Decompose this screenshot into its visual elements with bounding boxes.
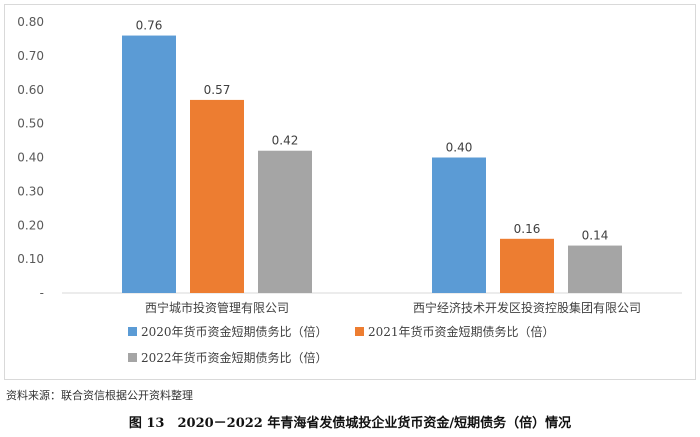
legend-label: 2022年货币资金短期债务比（倍） [141,350,328,365]
y-tick-label: 0.80 [17,15,44,29]
bar [568,245,622,293]
bar [258,150,312,293]
legend-swatch [128,353,137,362]
legend-label: 2020年货币资金短期债务比（倍） [141,324,328,339]
bar [122,35,176,294]
y-tick-label: 0.40 [17,151,44,165]
legend-swatch [355,327,364,336]
data-label: 0.57 [204,83,231,97]
bar [432,157,486,293]
category-label: 西宁城市投资管理有限公司 [145,300,289,315]
y-tick-label: 0.20 [17,218,44,232]
y-tick-label: 0.50 [17,117,44,131]
data-label: 0.42 [272,134,299,148]
source-note: 资料来源：联合资信根据公开资料整理 [6,389,193,402]
legend-swatch [128,327,137,336]
y-tick-label: 0.30 [17,184,44,198]
y-tick-label: 0.70 [17,49,44,63]
data-label: 0.14 [582,229,609,243]
chart-frame [4,4,696,380]
data-label: 0.76 [136,19,163,33]
y-tick-label: - [40,286,44,300]
figure-caption: 图 13 2020－2022 年青海省发债城投企业货币资金/短期债务（倍）情况 [128,416,572,431]
data-label: 0.40 [446,141,473,155]
bar [190,99,244,293]
y-tick-label: 0.60 [17,83,44,97]
bar [500,238,554,293]
legend-label: 2021年货币资金短期债务比（倍） [368,324,555,339]
y-tick-label: 0.10 [17,252,44,266]
category-label: 西宁经济技术开发区投资控股集团有限公司 [413,300,641,315]
data-label: 0.16 [514,222,541,236]
bar-chart: - 0.10 0.20 0.30 0.40 0.50 0.60 0.70 0.80 0.76 0.… [17,15,682,365]
